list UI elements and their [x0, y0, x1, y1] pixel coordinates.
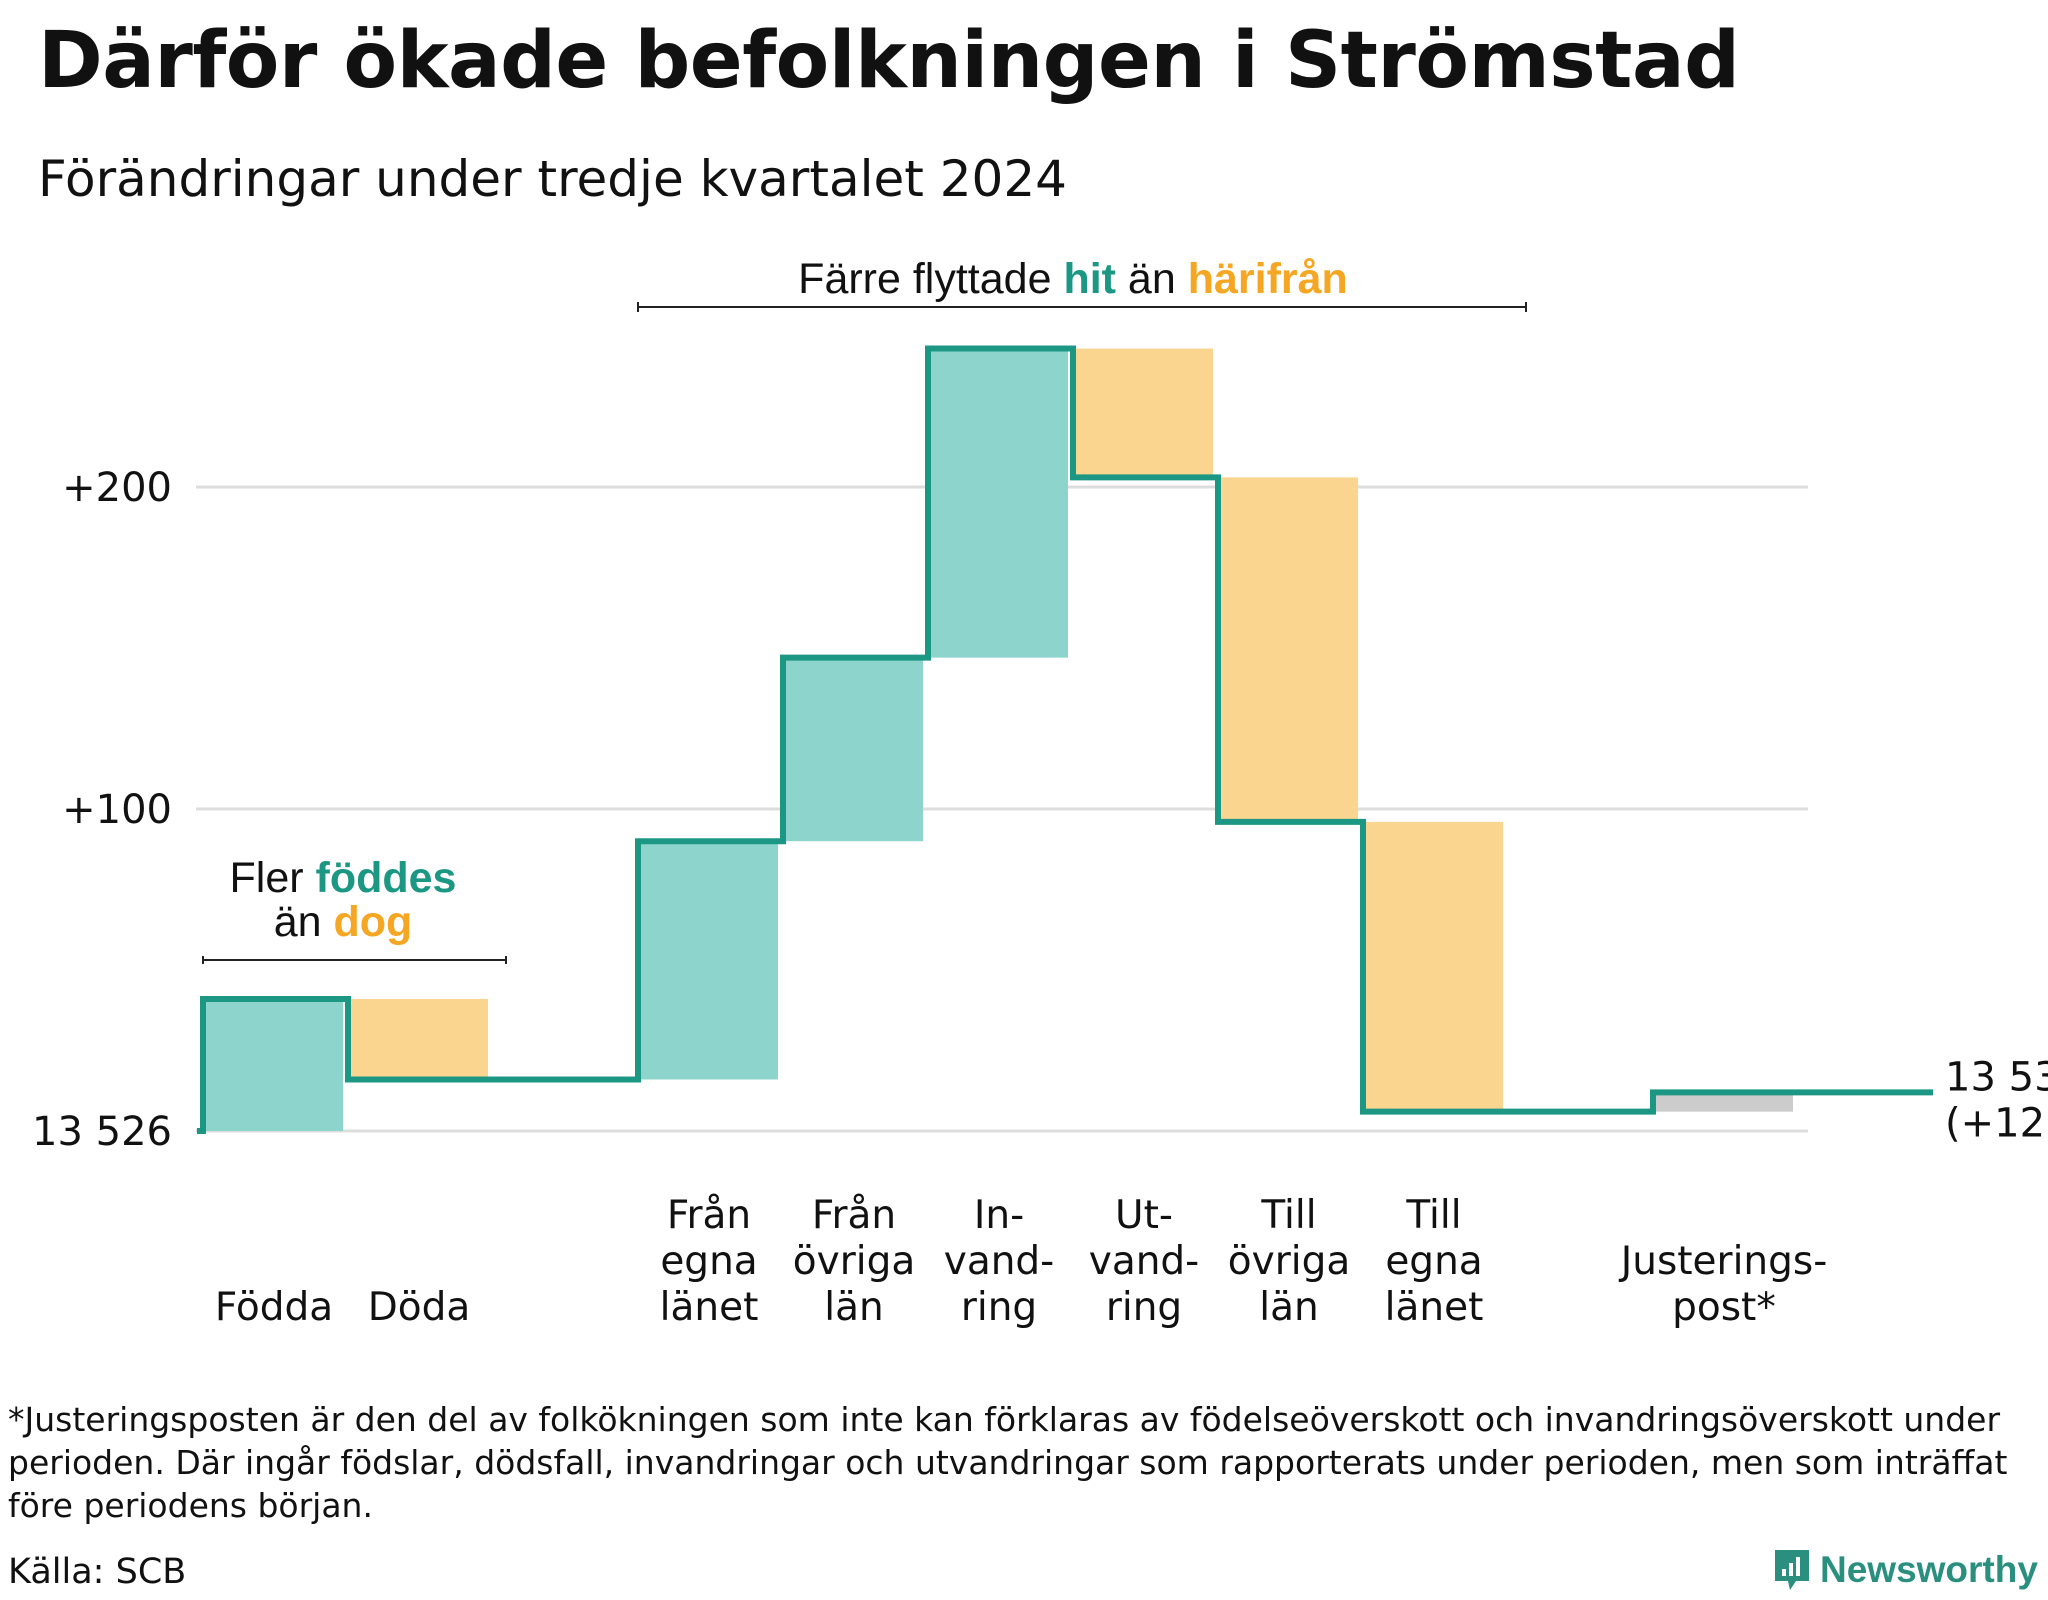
category-label: län [824, 1285, 883, 1330]
bar-decrease [1218, 477, 1358, 822]
newsworthy-logo-icon [1775, 1550, 1809, 1590]
bar-adjustment [1653, 1092, 1793, 1112]
category-label: län [1259, 1285, 1318, 1330]
category-label: Justerings- [1618, 1239, 1828, 1284]
annotation-births-deaths-line2: än dog [274, 898, 413, 946]
category-label: vand- [1089, 1239, 1200, 1284]
end-change-label: (+12) [1945, 1100, 2048, 1146]
category-label: Födda [215, 1285, 333, 1330]
footnote: *Justeringsposten är den del av folkökni… [8, 1400, 2008, 1525]
category-label: länet [660, 1285, 759, 1330]
bar-increase [928, 348, 1068, 658]
category-label: övriga [1228, 1239, 1350, 1284]
category-label: egna [660, 1239, 757, 1284]
y-tick-label: +200 [62, 465, 172, 511]
category-label: Från [667, 1193, 751, 1238]
bar-increase [783, 657, 923, 842]
chart-subtitle: Förändringar under tredje kvartalet 2024 [38, 150, 1067, 208]
annotation-bracket-births-deaths [202, 956, 507, 964]
category-label: ring [961, 1285, 1037, 1330]
annotation-bracket-migration [637, 302, 1527, 312]
y-tick-label-start: 13 526 [32, 1109, 172, 1155]
category-label: Till [1405, 1193, 1461, 1238]
annotation-migration: Färre flyttade hit än härifrån [798, 255, 1348, 303]
category-label: övriga [793, 1239, 915, 1284]
source-label: Källa: SCB [8, 1552, 187, 1592]
category-label: post* [1672, 1285, 1776, 1330]
bar-decrease [1363, 821, 1503, 1112]
category-label: In- [974, 1193, 1024, 1238]
cumulative-step-line [197, 345, 1933, 1134]
y-tick-label: +100 [62, 787, 172, 833]
brand: Newsworthy [1772, 1547, 2038, 1593]
bar-layer [203, 348, 1793, 1131]
category-label: Ut- [1115, 1193, 1173, 1238]
category-label: egna [1385, 1239, 1482, 1284]
category-label: Döda [368, 1285, 471, 1330]
category-label: vand- [944, 1239, 1055, 1284]
chart-title: Därför ökade befolkningen i Strömstad [38, 16, 1740, 106]
bar-decrease [1073, 348, 1213, 478]
bar-increase [203, 998, 343, 1131]
category-label: länet [1385, 1285, 1484, 1330]
category-label: ring [1106, 1285, 1182, 1330]
end-value-label: 13 538 [1945, 1054, 2048, 1100]
line-layer [197, 345, 1933, 1134]
bar-increase [638, 841, 778, 1080]
brand-name: Newsworthy [1820, 1549, 2038, 1590]
category-label: Från [812, 1193, 896, 1238]
bar-decrease [348, 998, 488, 1080]
category-label: Till [1260, 1193, 1316, 1238]
annotation-births-deaths-line1: Fler föddes [230, 854, 457, 902]
